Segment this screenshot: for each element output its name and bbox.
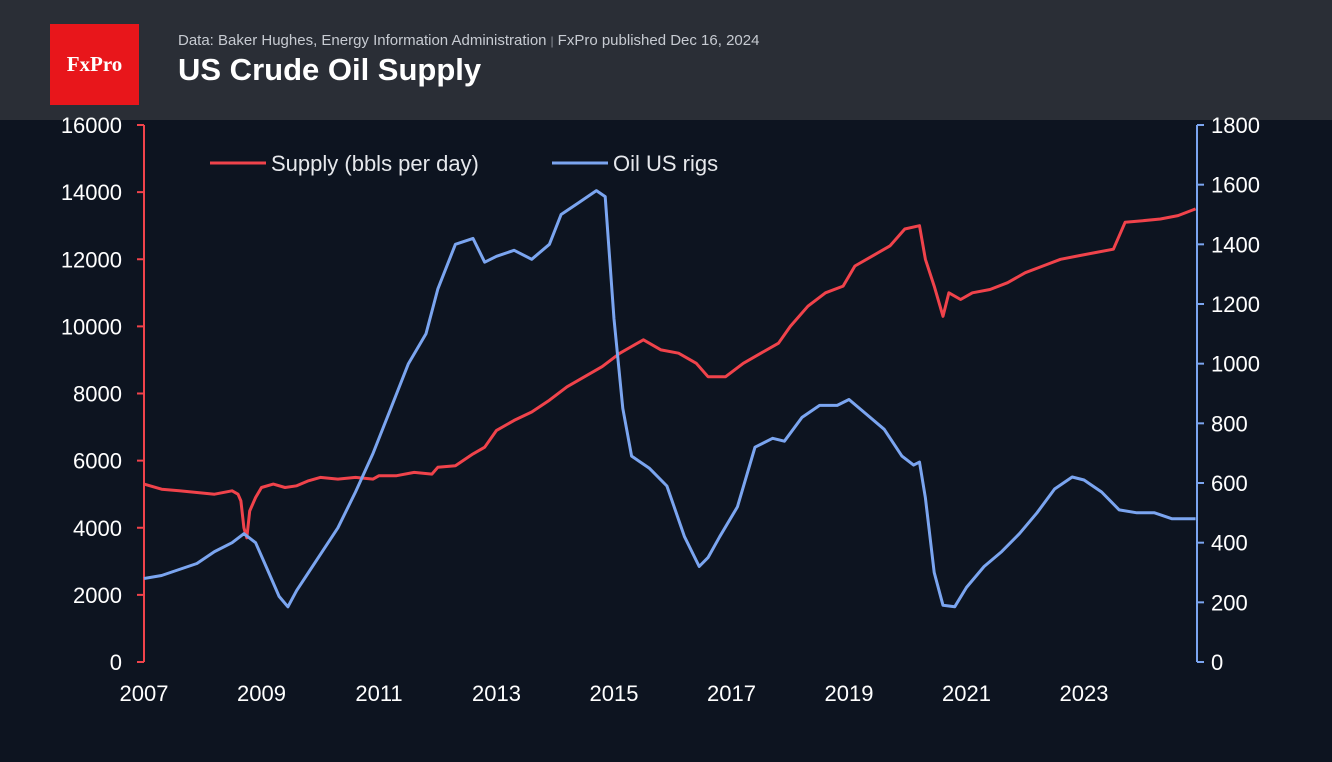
right-axis-tick-label: 200 (1211, 590, 1248, 615)
right-axis-tick-label: 0 (1211, 650, 1223, 675)
left-axis-tick-label: 4000 (73, 516, 122, 541)
chart-title: US Crude Oil Supply (178, 52, 482, 87)
published-text: FxPro published Dec 16, 2024 (557, 32, 760, 49)
x-axis-tick-label: 2023 (1060, 681, 1109, 706)
right-axis-tick-label: 1000 (1211, 352, 1260, 377)
x-axis-tick-label: 2019 (825, 681, 874, 706)
x-axis-tick-label: 2021 (942, 681, 991, 706)
source-line: Data: Baker Hughes, Energy Information A… (178, 32, 759, 49)
header-bar: FxPro Data: Baker Hughes, Energy Informa… (0, 0, 1332, 120)
left-axis-tick-label: 8000 (73, 382, 122, 407)
left-axis-tick-label: 16000 (61, 113, 122, 138)
right-axis-tick-label: 1600 (1211, 173, 1260, 198)
legend-supply-label: Supply (bbls per day) (271, 151, 479, 176)
x-axis-tick-label: 2011 (355, 681, 402, 706)
left-axis-tick-label: 10000 (61, 314, 122, 339)
x-axis-tick-label: 2007 (120, 681, 169, 706)
right-axis-tick-label: 1800 (1211, 113, 1260, 138)
x-axis-tick-label: 2013 (472, 681, 521, 706)
data-source-text: Data: Baker Hughes, Energy Information A… (178, 32, 547, 49)
separator: | (550, 34, 554, 48)
x-axis-tick-label: 2015 (590, 681, 639, 706)
left-axis-tick-label: 0 (110, 650, 122, 675)
right-axis-tick-label: 600 (1211, 471, 1248, 496)
legend-rigs-label: Oil US rigs (613, 151, 718, 176)
fxpro-logo[interactable]: FxPro (50, 24, 139, 105)
right-axis-tick-label: 800 (1211, 411, 1248, 436)
right-axis-tick-label: 1200 (1211, 292, 1260, 317)
left-axis-tick-label: 14000 (61, 180, 122, 205)
right-axis-tick-label: 400 (1211, 531, 1248, 556)
left-axis-tick-label: 6000 (73, 449, 122, 474)
left-axis-tick-label: 2000 (73, 583, 122, 608)
supply-series-line (143, 207, 1197, 540)
x-axis-tick-label: 2009 (237, 681, 286, 706)
left-axis-tick-label: 12000 (61, 247, 122, 272)
rigs-series-line (143, 189, 1196, 609)
x-axis-tick-label: 2017 (707, 681, 756, 706)
right-axis-tick-label: 1400 (1211, 232, 1260, 257)
